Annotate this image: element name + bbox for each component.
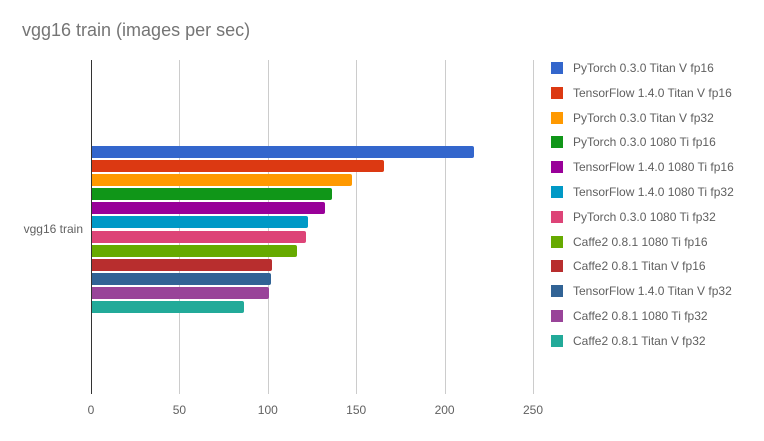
legend-swatch-icon [551, 62, 563, 74]
gridline-150 [356, 60, 358, 394]
legend-swatch-icon [551, 235, 563, 248]
legend-item-pytorch-0-3-0-titan-v-fp16: PyTorch 0.3.0 Titan V fp16 [551, 62, 734, 74]
legend-swatch-icon [551, 260, 563, 273]
legend-swatch-icon [551, 210, 563, 223]
legend-item-caffe2-0-8-1-1080-ti-fp32: Caffe2 0.8.1 1080 Ti fp32 [551, 308, 734, 323]
x-axis-baseline [91, 60, 92, 394]
legend-item-caffe2-0-8-1-1080-ti-fp16: Caffe2 0.8.1 1080 Ti fp16 [551, 234, 734, 249]
gridline-250 [533, 60, 534, 394]
legend-label: TensorFlow 1.4.0 1080 Ti fp16 [573, 160, 734, 175]
gridline-200 [444, 60, 446, 394]
legend-label: PyTorch 0.3.0 Titan V fp32 [573, 110, 714, 125]
legend-label: PyTorch 0.3.0 1080 Ti fp16 [573, 135, 716, 150]
legend-item-tensorflow-1-4-0-titan-v-fp16: TensorFlow 1.4.0 Titan V fp16 [551, 85, 734, 100]
x-tick-label-250: 250 [522, 403, 544, 417]
legend-swatch-icon [551, 136, 563, 149]
bar-tensorflow-1-4-0-1080-ti-fp16[interactable] [92, 202, 326, 215]
x-tick-label-150: 150 [346, 403, 367, 417]
legend-swatch-icon [551, 161, 563, 174]
legend-item-caffe2-0-8-1-titan-v-fp16: Caffe2 0.8.1 Titan V fp16 [551, 259, 734, 274]
legend-swatch-icon [551, 111, 563, 124]
legend-swatch-icon [551, 86, 563, 99]
x-tick-label-200: 200 [434, 403, 455, 417]
bar-caffe2-0-8-1-1080-ti-fp32[interactable] [92, 287, 269, 300]
legend-item-pytorch-0-3-0-1080-ti-fp32: PyTorch 0.3.0 1080 Ti fp32 [551, 209, 734, 224]
legend-label: PyTorch 0.3.0 Titan V fp16 [573, 61, 714, 75]
bar-caffe2-0-8-1-titan-v-fp32[interactable] [92, 301, 245, 314]
x-tick-label-0: 0 [87, 403, 95, 417]
y-axis-category-label: vgg16 train [23, 222, 83, 236]
legend-label: Caffe2 0.8.1 1080 Ti fp16 [573, 234, 708, 249]
legend-swatch-icon [551, 285, 563, 298]
legend-item-tensorflow-1-4-0-titan-v-fp32: TensorFlow 1.4.0 Titan V fp32 [551, 284, 734, 299]
bar-pytorch-0-3-0-1080-ti-fp32[interactable] [92, 230, 306, 243]
bar-caffe2-0-8-1-titan-v-fp16[interactable] [92, 258, 273, 271]
legend-swatch-icon [551, 334, 563, 347]
bar-tensorflow-1-4-0-titan-v-fp16[interactable] [92, 159, 384, 172]
legend-label: Caffe2 0.8.1 1080 Ti fp32 [573, 308, 708, 323]
legend-item-pytorch-0-3-0-titan-v-fp32: PyTorch 0.3.0 Titan V fp32 [551, 110, 734, 125]
legend-label: TensorFlow 1.4.0 1080 Ti fp32 [573, 184, 734, 199]
legend-item-tensorflow-1-4-0-1080-ti-fp16: TensorFlow 1.4.0 1080 Ti fp16 [551, 160, 734, 175]
x-tick-label-50: 50 [172, 403, 187, 417]
plot-area [91, 60, 534, 394]
legend-swatch-icon [551, 309, 563, 322]
legend-item-caffe2-0-8-1-titan-v-fp32: Caffe2 0.8.1 Titan V fp32 [551, 333, 734, 348]
bar-pytorch-0-3-0-titan-v-fp16[interactable] [92, 145, 474, 158]
bar-caffe2-0-8-1-1080-ti-fp16[interactable] [92, 244, 298, 257]
legend-swatch-icon [551, 185, 563, 198]
bar-pytorch-0-3-0-1080-ti-fp16[interactable] [92, 188, 333, 201]
legend-label: Caffe2 0.8.1 Titan V fp16 [573, 259, 706, 274]
bar-tensorflow-1-4-0-titan-v-fp32[interactable] [92, 273, 271, 286]
legend-label: Caffe2 0.8.1 Titan V fp32 [573, 333, 706, 348]
legend-label: TensorFlow 1.4.0 Titan V fp32 [573, 284, 732, 299]
legend-item-tensorflow-1-4-0-1080-ti-fp32: TensorFlow 1.4.0 1080 Ti fp32 [551, 184, 734, 199]
bar-tensorflow-1-4-0-1080-ti-fp32[interactable] [92, 216, 308, 229]
legend: PyTorch 0.3.0 Titan V fp16 TensorFlow 1.4… [551, 62, 734, 347]
legend-label: PyTorch 0.3.0 1080 Ti fp32 [573, 209, 716, 224]
legend-label: TensorFlow 1.4.0 Titan V fp16 [573, 85, 732, 100]
x-tick-label-100: 100 [257, 403, 278, 417]
bar-pytorch-0-3-0-titan-v-fp32[interactable] [92, 173, 352, 186]
legend-item-pytorch-0-3-0-1080-ti-fp16: PyTorch 0.3.0 1080 Ti fp16 [551, 135, 734, 150]
chart-title: vgg16 train (images per sec) [22, 20, 251, 40]
